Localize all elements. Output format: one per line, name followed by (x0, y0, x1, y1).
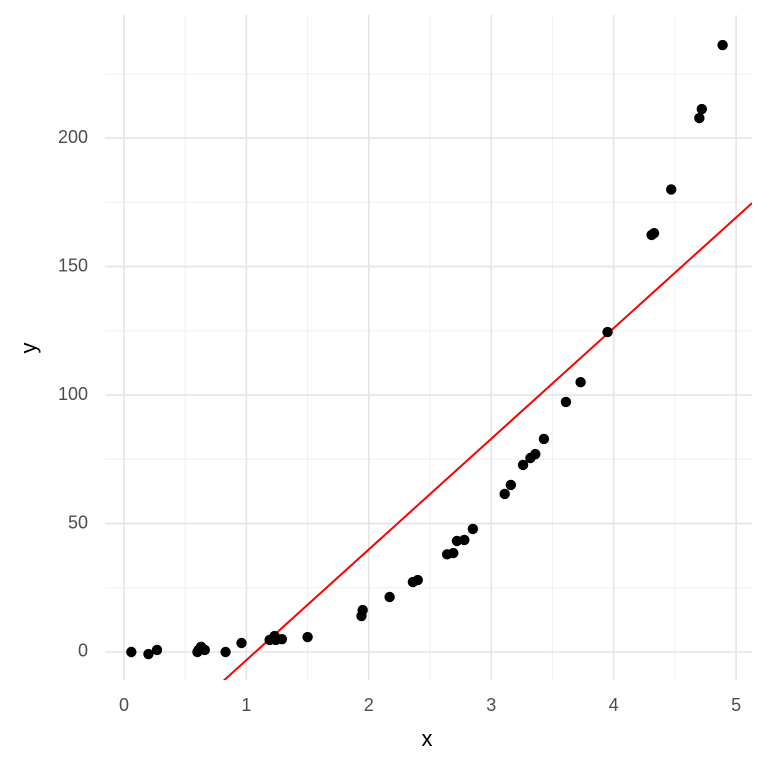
x-tick-label: 2 (364, 695, 374, 715)
point (236, 637, 247, 649)
point (560, 396, 572, 408)
point (276, 633, 288, 645)
point (151, 644, 163, 656)
point (412, 574, 423, 586)
y-tick-label: 0 (78, 641, 88, 661)
point (602, 326, 613, 338)
point (717, 39, 728, 51)
point (517, 459, 529, 471)
point (220, 646, 231, 658)
point (302, 631, 313, 643)
x-tick-label: 3 (486, 695, 496, 715)
point (143, 648, 154, 660)
point (648, 227, 660, 239)
y-tick-label: 150 (58, 255, 88, 275)
point (505, 479, 517, 491)
y-tick-label: 100 (58, 384, 88, 404)
point (666, 184, 677, 195)
point (448, 547, 459, 559)
point (199, 644, 210, 656)
point (530, 448, 541, 460)
point (696, 103, 708, 115)
point (459, 534, 470, 546)
y-axis-label: y (16, 343, 41, 354)
x-axis-label: x (422, 726, 433, 751)
fit-line (222, 202, 752, 680)
x-tick-label: 5 (731, 695, 741, 715)
point (384, 591, 395, 603)
point (575, 376, 586, 388)
x-tick-label: 0 (119, 695, 129, 715)
point (126, 646, 137, 658)
point (357, 604, 368, 616)
y-tick-label: 200 (58, 127, 88, 147)
point (499, 488, 510, 500)
x-tick-label: 4 (609, 695, 619, 715)
point (694, 112, 705, 124)
x-tick-label: 1 (241, 695, 251, 715)
y-tick-label: 50 (68, 512, 88, 532)
point (467, 523, 479, 535)
point (538, 433, 550, 445)
